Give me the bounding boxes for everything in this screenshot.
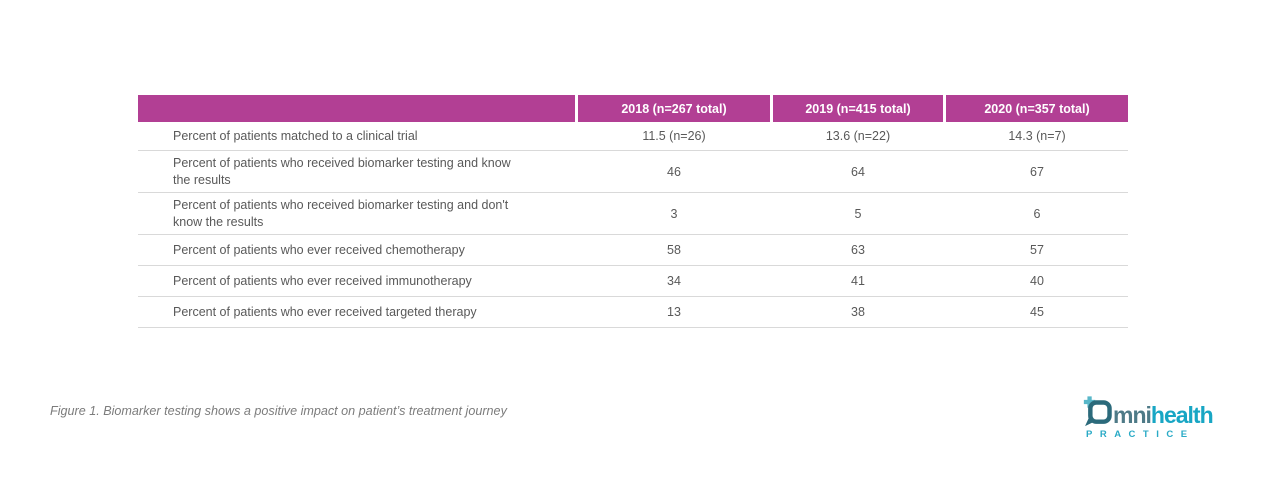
table-row: Percent of patients matched to a clinica… — [138, 122, 1128, 151]
header-cell-2018: 2018 (n=267 total) — [578, 95, 770, 122]
omnihealth-bubble-o-icon — [1083, 396, 1112, 427]
table-row: Percent of patients who ever received ch… — [138, 235, 1128, 266]
biomarker-data-table: 2018 (n=267 total) 2019 (n=415 total) 20… — [138, 95, 1128, 328]
header-cell-empty — [138, 95, 575, 122]
header-cell-2019: 2019 (n=415 total) — [773, 95, 943, 122]
row-label: Percent of patients who received biomark… — [173, 198, 509, 229]
row-value-2020: 67 — [1030, 164, 1044, 179]
row-value-2020: 6 — [1033, 206, 1041, 221]
row-value-2018: 11.5 (n=26) — [642, 129, 706, 143]
table-row: Percent of patients who ever received im… — [138, 266, 1128, 297]
row-value-2019: 64 — [851, 164, 865, 179]
row-value-2020: 45 — [1030, 305, 1044, 319]
row-value-2019: 38 — [851, 305, 865, 319]
row-value-2020: 14.3 (n=7) — [1008, 129, 1066, 143]
header-cell-2020: 2020 (n=357 total) — [946, 95, 1128, 122]
row-value-2018: 58 — [667, 243, 681, 257]
logo-text-health: health — [1150, 402, 1214, 429]
logo-wordmark: mni health — [1083, 395, 1217, 429]
row-value-2019: 5 — [854, 206, 862, 221]
figure-caption: Figure 1. Biomarker testing shows a posi… — [50, 404, 507, 418]
row-value-2019: 13.6 (n=22) — [825, 129, 891, 143]
row-label: Percent of patients who ever received ch… — [173, 242, 465, 257]
row-value-2019: 63 — [851, 243, 865, 257]
row-value-2018: 34 — [667, 274, 681, 288]
row-value-2018: 13 — [667, 305, 681, 319]
table-row: Percent of patients who ever received ta… — [138, 297, 1128, 328]
table-row: Percent of patients who received biomark… — [138, 193, 1128, 235]
table-row: Percent of patients who received biomark… — [138, 151, 1128, 193]
row-value-2020: 57 — [1030, 243, 1044, 257]
row-label: Percent of patients who ever received ta… — [173, 304, 477, 319]
omnihealth-logo: mni health PRACTICE — [1083, 395, 1217, 440]
row-value-2018: 46 — [667, 164, 681, 179]
row-value-2020: 40 — [1030, 274, 1044, 288]
row-label: Percent of patients who received biomark… — [173, 156, 511, 187]
table-header-row: 2018 (n=267 total) 2019 (n=415 total) 20… — [138, 95, 1128, 122]
row-label: Percent of patients who ever received im… — [173, 273, 472, 288]
logo-text-mni: mni — [1113, 402, 1152, 429]
row-value-2019: 41 — [851, 274, 865, 288]
row-value-2018: 3 — [670, 206, 678, 221]
row-label: Percent of patients matched to a clinica… — [173, 128, 418, 143]
logo-practice-label: PRACTICE — [1086, 429, 1195, 440]
